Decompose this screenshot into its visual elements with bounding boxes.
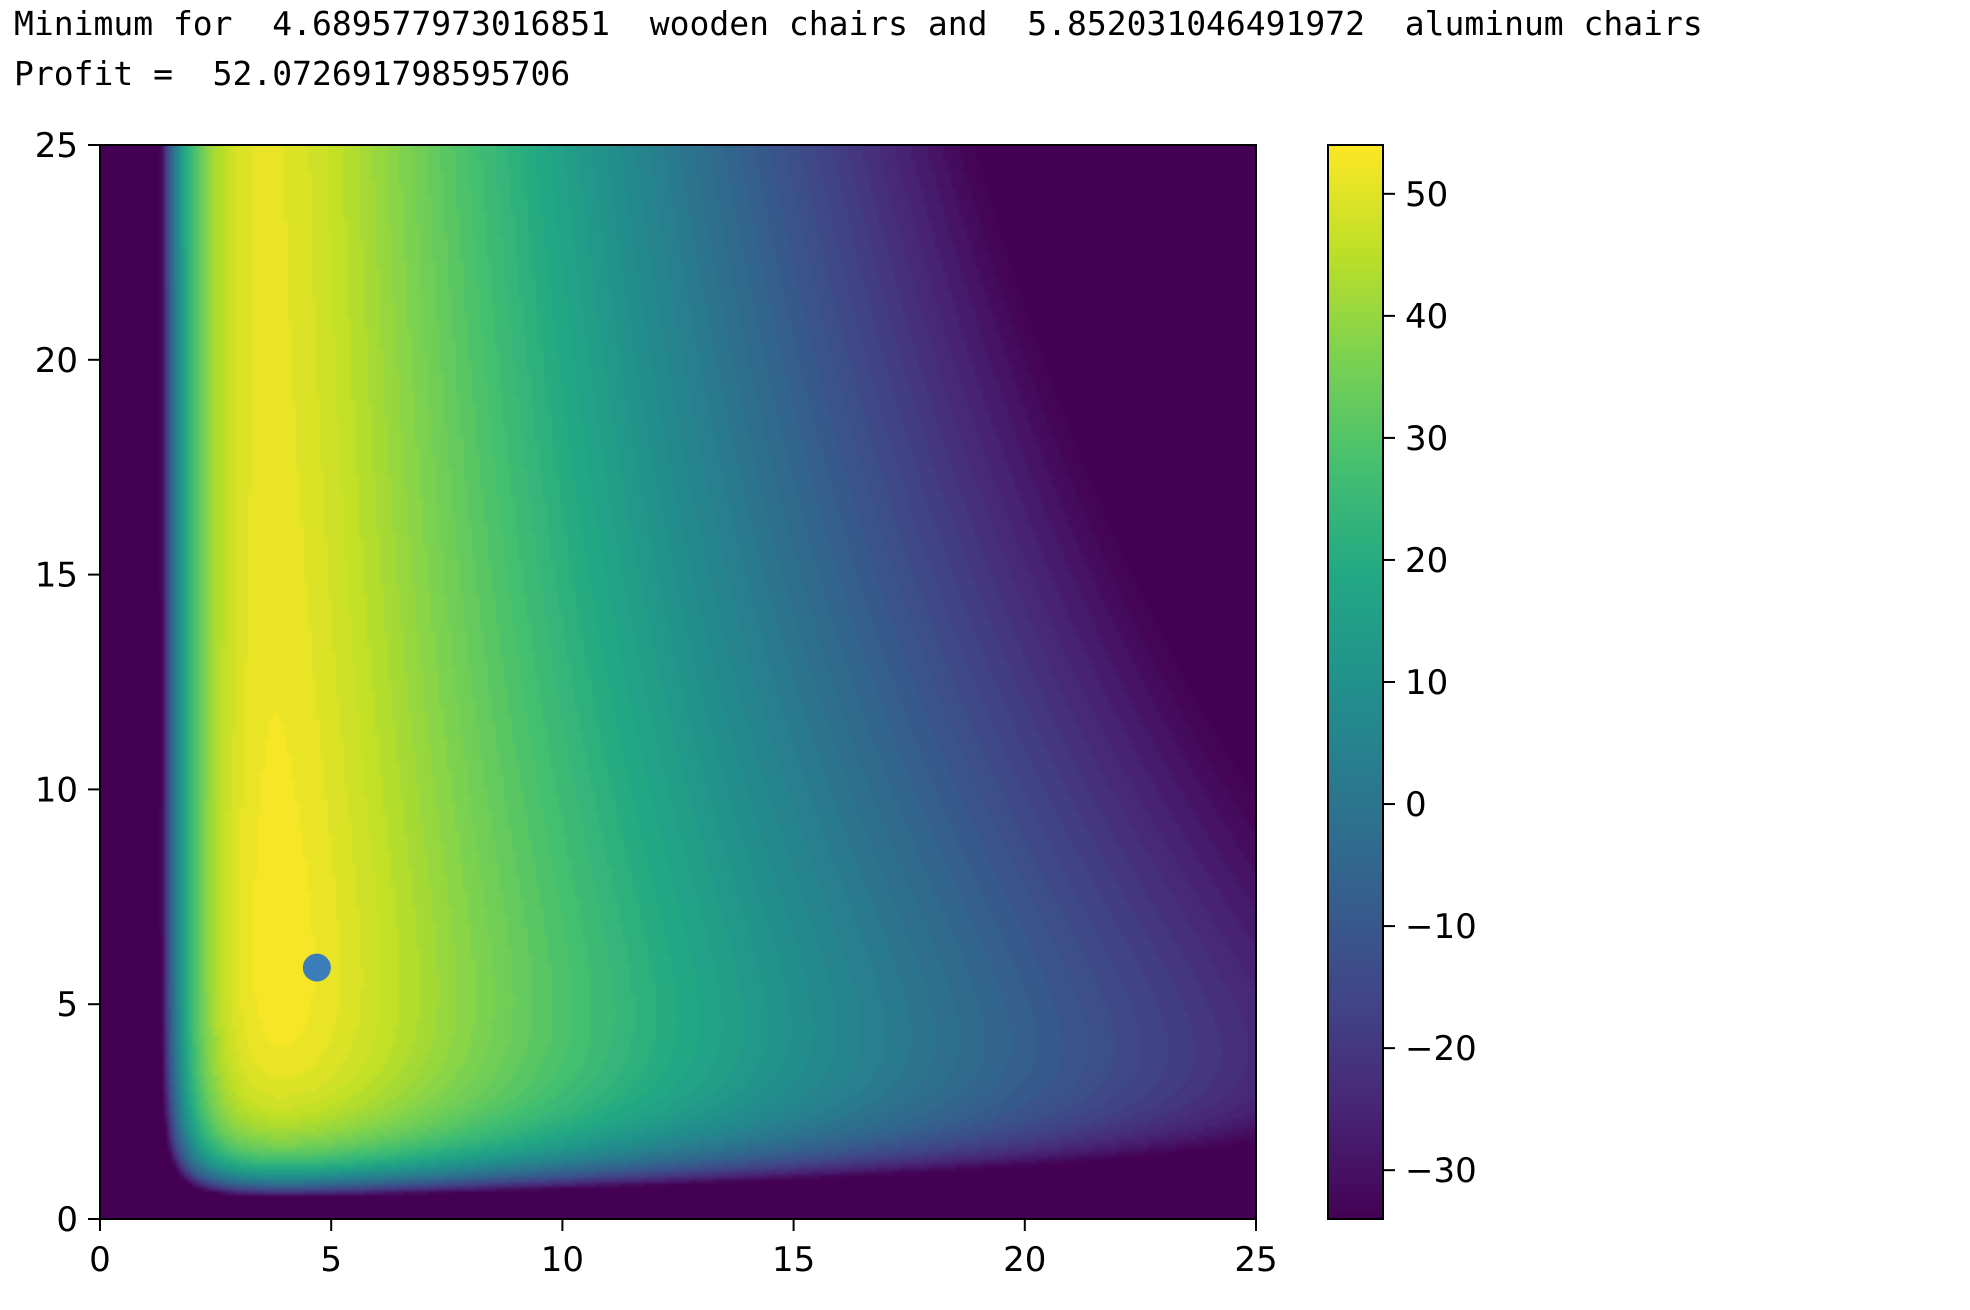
colorbar-tick-label-1: 40 <box>1405 297 1448 337</box>
x-axis: 0 5 10 15 20 25 <box>89 1219 1278 1280</box>
plot-frame <box>99 144 1257 1220</box>
colorbar-tick-label-7: −20 <box>1405 1029 1477 1069</box>
x-tick-label-0: 0 <box>89 1240 111 1280</box>
y-tick-label-0: 0 <box>56 1200 78 1240</box>
y-tick-label-3: 15 <box>35 556 78 596</box>
colorbar-tick-label-3: 20 <box>1405 541 1448 581</box>
colorbar-tick-label-4: 10 <box>1405 663 1448 703</box>
x-tick-label-1: 5 <box>320 1240 342 1280</box>
y-tick-label-2: 10 <box>35 770 78 810</box>
x-tick-label-3: 15 <box>772 1240 815 1280</box>
y-tick-label-4: 20 <box>35 341 78 381</box>
colorbar-tick-label-2: 30 <box>1405 419 1448 459</box>
x-tick-label-4: 20 <box>1003 1240 1046 1280</box>
y-tick-label-1: 5 <box>56 985 78 1025</box>
colorbar <box>1327 144 1384 1220</box>
colorbar-tick-label-5: 0 <box>1405 785 1427 825</box>
colorbar-axis: 50 40 30 20 10 0 −10 −20 −30 <box>1383 175 1477 1191</box>
x-tick-label-2: 10 <box>541 1240 584 1280</box>
output-line-minimum: Minimum for 4.689577973016851 wooden cha… <box>14 4 1703 43</box>
minimum-point-marker <box>302 953 331 982</box>
x-tick-label-5: 25 <box>1234 1240 1277 1280</box>
y-axis: 0 5 10 15 20 25 <box>35 126 100 1240</box>
colorbar-tick-label-8: −30 <box>1405 1151 1477 1191</box>
colorbar-tick-label-6: −10 <box>1405 907 1477 947</box>
y-tick-label-5: 25 <box>35 126 78 166</box>
contour-surface <box>100 145 1256 1219</box>
output-line-profit: Profit = 52.072691798595706 <box>14 54 571 93</box>
colorbar-tick-label-0: 50 <box>1405 175 1448 215</box>
